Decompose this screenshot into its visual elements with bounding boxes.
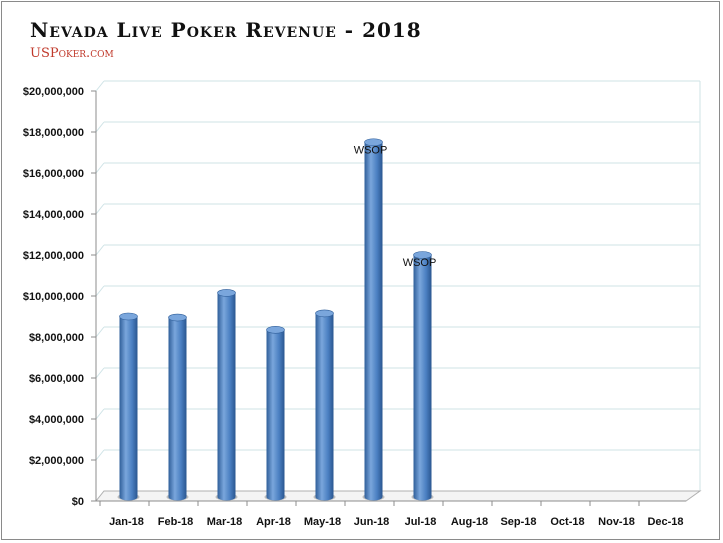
x-tick-label: May-18 (304, 516, 341, 528)
x-tick-label: Dec-18 (647, 516, 683, 528)
annotation-label: WSOP (403, 257, 437, 269)
bar (166, 313, 189, 501)
bar (411, 251, 434, 501)
gridline-depth (95, 121, 105, 133)
gridline-depth (95, 203, 105, 215)
axes (91, 90, 686, 506)
y-tick-label: $2,000,000 (29, 455, 84, 467)
annotation-label: WSOP (354, 144, 388, 156)
y-tick-label: $10,000,000 (23, 291, 84, 303)
x-tick-label: Mar-18 (207, 516, 242, 528)
gridline-depth (95, 80, 105, 92)
bar (313, 309, 336, 501)
gridline-depth (95, 449, 105, 461)
gridline-depth (95, 285, 105, 297)
x-tick-label: Sep-18 (500, 516, 536, 528)
y-tick-label: $18,000,000 (23, 127, 84, 139)
gridline-depth (95, 244, 105, 256)
x-tick-label: Nov-18 (598, 516, 635, 528)
x-tick-label: Jan-18 (109, 516, 144, 528)
bar (362, 138, 385, 501)
y-tick-label: $20,000,000 (23, 86, 84, 98)
y-tick-label: $12,000,000 (23, 250, 84, 262)
bar (215, 289, 238, 501)
gridline-depth (95, 162, 105, 174)
labels: $0 $2,000,000 $4,000,000 $6,000,000 $8,000,0… (23, 86, 684, 528)
x-tick-label: Aug-18 (451, 516, 488, 528)
y-tick-label: $14,000,000 (23, 209, 84, 221)
bars (117, 138, 434, 501)
gridline-depth (95, 367, 105, 379)
y-tick-label: $8,000,000 (29, 332, 84, 344)
x-tick-label: Oct-18 (550, 516, 584, 528)
gridlines (95, 80, 701, 502)
gridline-depth (95, 408, 105, 420)
x-tick-label: Jun-18 (354, 516, 389, 528)
bar (117, 312, 140, 501)
y-tick-label: $0 (72, 496, 84, 508)
x-tick-label: Feb-18 (158, 516, 193, 528)
gridline-depth (95, 326, 105, 338)
bar (264, 326, 287, 501)
x-tick-label: Apr-18 (256, 516, 291, 528)
y-tick-label: $6,000,000 (29, 373, 84, 385)
x-tick-label: Jul-18 (405, 516, 437, 528)
chart-subtitle: USPoker.com (30, 46, 114, 61)
y-tick-label: $4,000,000 (29, 414, 84, 426)
chart-title: Nevada Live Poker Revenue - 2018 (30, 18, 422, 42)
y-tick-label: $16,000,000 (23, 168, 84, 180)
